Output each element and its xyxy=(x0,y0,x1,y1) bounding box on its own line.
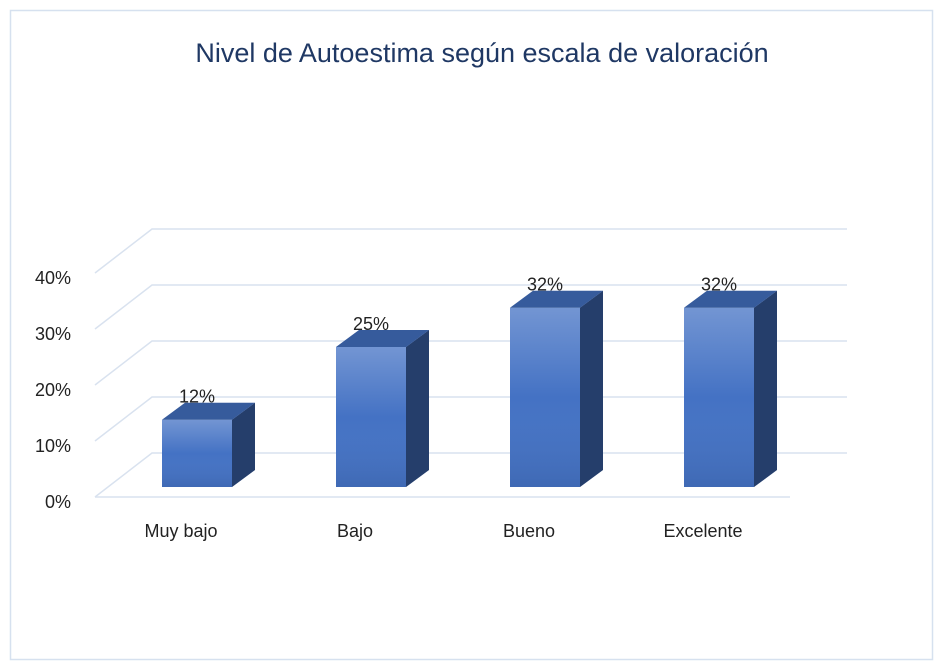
bar-top xyxy=(162,402,255,420)
x-tick-label: Bueno xyxy=(503,521,555,541)
bar-top-shade xyxy=(510,290,603,308)
y-tick-label: 20% xyxy=(35,380,71,400)
bar-side-shade xyxy=(232,402,255,487)
chart-title: Nivel de Autoestima según escala de valo… xyxy=(195,38,768,68)
bar-side-shade xyxy=(580,290,603,487)
bar-front-shade xyxy=(336,347,406,487)
bar-top xyxy=(336,330,429,347)
bar-top xyxy=(510,290,603,308)
bar xyxy=(336,330,429,487)
bar-side-shade xyxy=(406,330,429,487)
y-tick-label: 10% xyxy=(35,436,71,456)
bar-top-shade xyxy=(336,330,429,347)
bar-front-shade xyxy=(162,419,232,487)
bar xyxy=(162,402,255,487)
chart-border xyxy=(9,9,934,661)
bar-front-shade xyxy=(684,307,754,487)
bar-side xyxy=(754,290,777,487)
grid-line xyxy=(94,396,847,442)
data-label: 12% xyxy=(179,387,215,407)
bar-front-shade xyxy=(510,307,580,487)
grid-line xyxy=(94,284,847,330)
y-tick-label: 0% xyxy=(45,492,71,512)
grid-line xyxy=(94,340,847,386)
y-tick-label: 40% xyxy=(35,268,71,288)
x-tick-label: Muy bajo xyxy=(144,521,217,541)
bar-top-shade xyxy=(684,290,777,308)
bar-side xyxy=(232,402,255,487)
bar-top xyxy=(684,290,777,308)
bar-side xyxy=(580,290,603,487)
x-tick-label: Excelente xyxy=(663,521,742,541)
grid-line xyxy=(94,452,847,498)
bar xyxy=(510,290,603,487)
bar-side xyxy=(406,330,429,487)
bar xyxy=(684,290,777,487)
bar-top-shade xyxy=(162,402,255,420)
x-tick-label: Bajo xyxy=(337,521,373,541)
grid-line xyxy=(94,228,847,274)
data-label: 25% xyxy=(353,314,389,334)
bar-side-shade xyxy=(754,290,777,487)
data-label: 32% xyxy=(701,275,737,295)
y-tick-label: 30% xyxy=(35,324,71,344)
data-label: 32% xyxy=(527,275,563,295)
